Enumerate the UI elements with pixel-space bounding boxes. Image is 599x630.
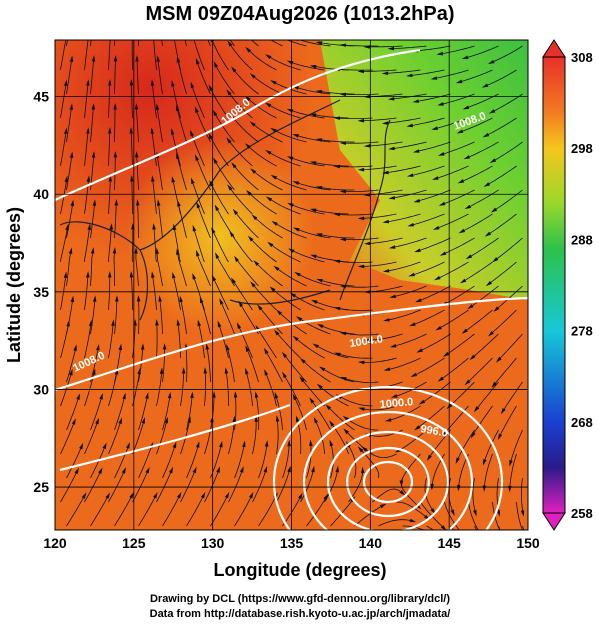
x-tick-label: 120 — [43, 535, 67, 551]
stream-arrow — [64, 32, 68, 39]
colorbar — [543, 40, 565, 530]
footer-line: Data from http://database.rish.kyoto-u.a… — [150, 608, 451, 620]
x-tick-label: 150 — [516, 535, 540, 551]
stream-arrow — [172, 32, 176, 39]
stream-arrow — [109, 31, 113, 38]
stream-arrow — [472, 548, 478, 554]
x-axis-label: Longitude (degrees) — [213, 560, 386, 580]
stream-arrow — [115, 7, 119, 14]
stream-arrow — [92, 7, 96, 14]
stream-arrow — [192, 33, 195, 40]
stream-arrow — [512, 554, 517, 560]
x-tick-label: 140 — [359, 535, 383, 551]
colorbar-tick-label: 268 — [571, 415, 593, 430]
colorbar-scale — [543, 57, 565, 513]
stream-arrow — [499, 533, 503, 540]
y-axis-label: Latitude (degrees) — [4, 207, 24, 363]
stream-arrow — [478, 532, 483, 538]
footer-line: Drawing by DCL (https://www.gfd-dennou.o… — [150, 593, 450, 605]
stream-arrow — [271, 31, 277, 36]
y-tick-label: 40 — [33, 186, 49, 202]
colorbar-tick-label: 308 — [571, 50, 593, 65]
colorbar-tick-label: 278 — [571, 324, 593, 339]
stream-arrow — [70, 8, 74, 15]
stream-arrow — [491, 552, 497, 558]
x-tick-label: 125 — [122, 535, 146, 551]
stream-arrow — [86, 31, 90, 38]
y-tick-label: 35 — [33, 284, 49, 300]
colorbar-tick-label: 258 — [571, 506, 593, 521]
x-tick-label: 145 — [437, 535, 461, 551]
x-tick-label: 130 — [201, 535, 225, 551]
colorbar-tick-label: 288 — [571, 232, 593, 247]
streamline — [499, 526, 516, 557]
colorbar-tick-label: 298 — [571, 141, 593, 156]
colorbar-arrow-bottom — [543, 513, 565, 530]
colorbar-arrow-top — [543, 40, 565, 57]
stream-arrow — [152, 31, 156, 38]
y-tick-label: 45 — [33, 89, 49, 105]
stream-arrow — [136, 7, 140, 13]
stream-arrow — [534, 555, 539, 561]
stream-arrow — [130, 31, 134, 37]
y-tick-label: 30 — [33, 381, 49, 397]
x-tick-label: 135 — [280, 535, 304, 551]
title: MSM 09Z04Aug2026 (1013.2hPa) — [145, 3, 454, 25]
y-tick-label: 25 — [33, 479, 49, 495]
